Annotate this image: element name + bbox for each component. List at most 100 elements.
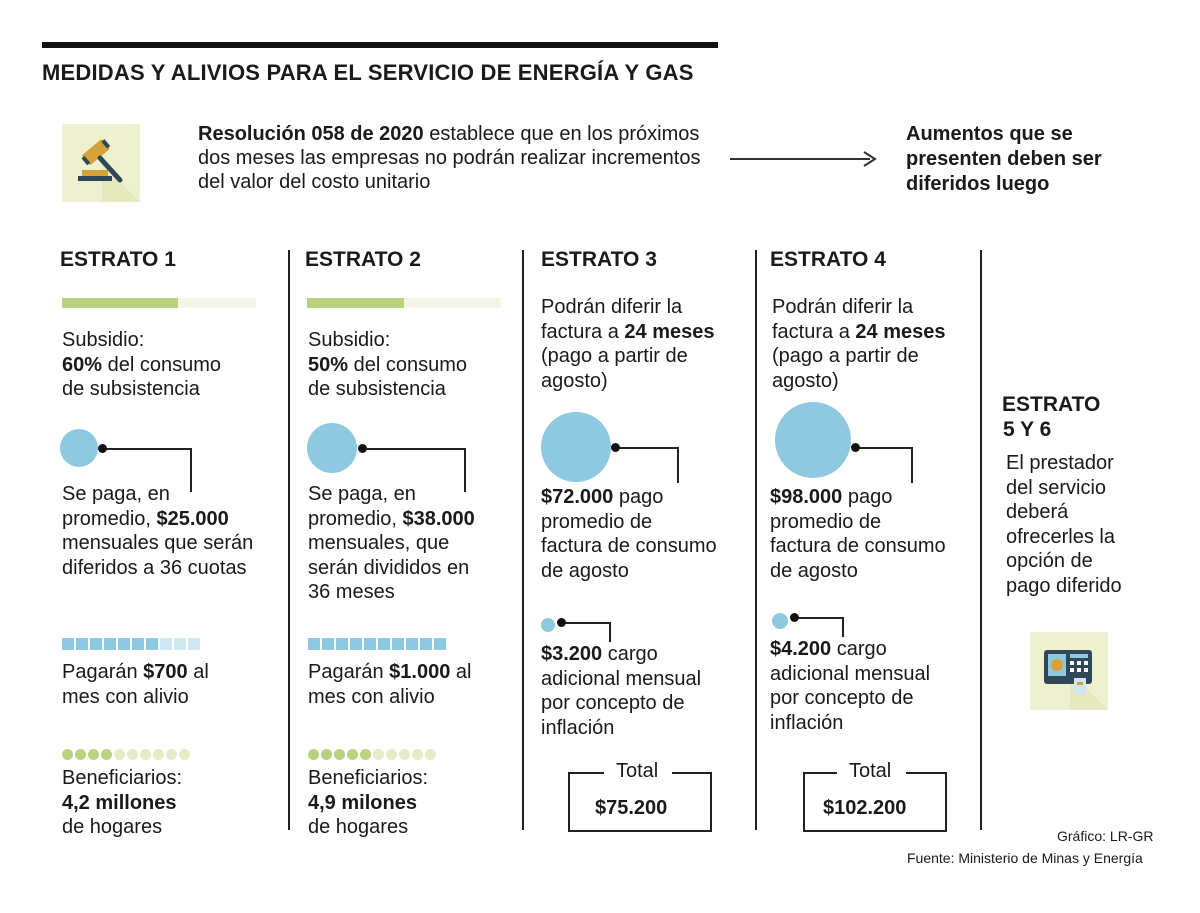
estrato1-relief-post: al (187, 661, 209, 683)
estrato4-defer-l1: Podrán diferir la (772, 296, 914, 318)
estrato2-subsidy-text: Subsidio: 50% del consumo de subsistenci… (308, 328, 467, 402)
estrato3-extra-l2: adicional mensual (541, 667, 702, 690)
beneficiary-dot (399, 749, 410, 760)
estrato56-heading: ESTRATO 5 Y 6 (1002, 392, 1100, 442)
estrato3-total-box (568, 772, 712, 832)
estrato1-heading: ESTRATO 1 (60, 248, 176, 271)
relief-square (118, 638, 130, 650)
estrato4-avg-l1: pago (842, 486, 893, 508)
relief-square (104, 638, 116, 650)
estrato3-defer-l1: Podrán diferir la (541, 296, 683, 318)
relief-square (90, 638, 102, 650)
estrato2-relief-post: al (450, 661, 472, 683)
estrato4-extra-l4: inflación (770, 711, 844, 734)
estrato1-ben-l3: de hogares (62, 816, 163, 838)
relief-square (146, 638, 158, 650)
beneficiary-dot (334, 749, 345, 760)
estrato4-total-label: Total (841, 760, 900, 783)
column-divider (980, 250, 982, 830)
estrato2-relief-text: Pagarán $1.000 al mes con alivio (308, 660, 471, 709)
relief-square (160, 638, 172, 650)
estrato4-small-dot (790, 613, 799, 622)
estrato1-pointer-line (190, 448, 192, 492)
estrato4-pointer-line (911, 447, 913, 483)
estrato4-defer-l2a: factura a (772, 320, 856, 343)
estrato3-small-line (609, 622, 611, 642)
estrato1-subsidy-l3: de subsistencia (62, 378, 200, 400)
beneficiary-dot (425, 749, 436, 760)
estrato2-ben-l1: Beneficiarios: (308, 767, 429, 789)
relief-square (174, 638, 186, 650)
intro-resolution: Resolución 058 de 2020 (198, 123, 424, 145)
beneficiary-dot (321, 749, 332, 760)
estrato2-pay-amount: $38.000 (402, 507, 475, 530)
estrato4-defer-text: Podrán diferir la factura a 24 meses (pa… (772, 295, 945, 393)
estrato4-defer-l4: agosto) (772, 369, 839, 392)
estrato3-avg-amount: $72.000 (541, 486, 614, 508)
estrato3-pointer-dot (611, 443, 620, 452)
relief-square (364, 638, 376, 650)
estrato3-defer-l3: (pago a partir de (541, 345, 688, 367)
estrato2-beneficiary-dots (308, 747, 438, 765)
estrato3-total-top-right (672, 772, 710, 774)
estrato4-extra-l1: cargo (831, 638, 887, 660)
estrato2-subsidy-l3: de subsistencia (308, 378, 446, 400)
estrato4-defer-l3: (pago a partir de (772, 345, 919, 367)
estrato2-payment-text: Se paga, en promedio, $38.000 mensuales,… (308, 482, 475, 605)
estrato4-total-top-left (803, 772, 837, 774)
estrato3-small-circle (541, 618, 555, 632)
estrato1-subsidy-l2: del consumo (102, 353, 221, 376)
estrato3-extra-amount: $3.200 (541, 643, 603, 665)
estrato1-relief-pre: Pagarán (62, 661, 144, 683)
estrato3-defer-l4: agosto) (541, 369, 608, 392)
beneficiary-dot (166, 749, 177, 760)
estrato3-extra-l3: por concepto de (541, 692, 685, 714)
relief-square (350, 638, 362, 650)
intro-text: Resolución 058 de 2020 establece que en … (198, 122, 728, 194)
relief-square (420, 638, 432, 650)
estrato2-relief-pre: Pagarán (308, 661, 390, 683)
estrato2-subsidy-l1: Subsidio: (308, 329, 391, 351)
estrato56-l6: pago diferido (1006, 574, 1122, 597)
estrato1-pointer-line (106, 448, 192, 450)
beneficiary-dot (101, 749, 112, 760)
beneficiary-dot (75, 749, 86, 760)
estrato4-defer-months: 24 meses (855, 320, 946, 343)
estrato56-heading-l1: ESTRATO (1002, 393, 1101, 416)
top-rule (42, 42, 718, 48)
estrato3-extra-text: $3.200 cargo adicional mensual por conce… (541, 642, 701, 740)
estrato2-relief-amount: $1.000 (389, 661, 451, 683)
credit-fuente: Fuente: Ministerio de Minas y Energía (907, 850, 1143, 866)
estrato2-beneficiaries-text: Beneficiarios: 4,9 milones de hogares (308, 766, 428, 840)
estrato3-avg-l2: promedio de (541, 510, 653, 533)
estrato1-amount-circle (60, 429, 98, 467)
conclusion-text: Aumentos que se presenten deben ser dife… (906, 123, 1102, 195)
estrato1-pointer-dot (98, 444, 107, 453)
estrato2-pointer-dot (358, 444, 367, 453)
estrato3-total-value: $75.200 (595, 797, 668, 819)
relief-square (406, 638, 418, 650)
estrato2-pay-l2a: promedio, (308, 507, 403, 530)
estrato3-total-top-left (568, 772, 604, 774)
estrato2-relief-l2: mes con alivio (308, 685, 435, 708)
estrato3-amount-circle (541, 412, 611, 482)
estrato1-beneficiaries-text: Beneficiarios: 4,2 millones de hogares (62, 766, 182, 840)
estrato2-pointer-line (366, 448, 466, 450)
estrato3-pointer-line (677, 447, 679, 483)
relief-square (76, 638, 88, 650)
estrato2-subsidy-fill (307, 298, 404, 308)
estrato56-l2: del servicio (1006, 476, 1107, 499)
estrato3-extra-l4: inflación (541, 716, 615, 739)
estrato56-l1: El prestador (1006, 452, 1114, 474)
estrato4-extra-l3: por concepto de (770, 687, 914, 709)
estrato2-ben-amount: 4,9 milones (308, 791, 417, 814)
estrato3-small-line (565, 622, 611, 624)
estrato1-pay-l2a: promedio, (62, 507, 157, 530)
payment-terminal-icon (1030, 632, 1108, 710)
relief-square (322, 638, 334, 650)
estrato1-subsidy-fill (62, 298, 179, 308)
estrato56-l3: deberá (1006, 501, 1069, 523)
estrato3-avg-l1: pago (613, 486, 664, 508)
estrato2-pointer-line (464, 448, 466, 492)
relief-square (132, 638, 144, 650)
